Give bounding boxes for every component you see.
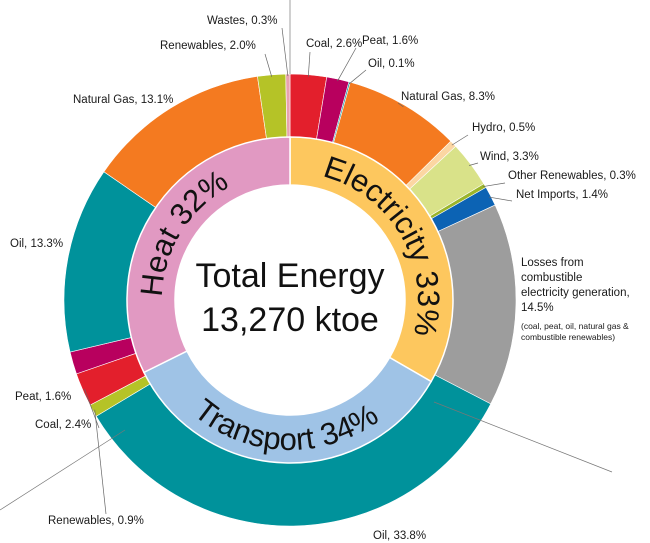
label-heat-coal: Coal, 2.4% bbox=[35, 419, 91, 431]
label-heat-natural-gas: Natural Gas, 13.1% bbox=[73, 94, 173, 106]
label-electricity-losses-from-combustible-electricity-generation: Losses from combustible electricity genera… bbox=[521, 257, 630, 314]
center-title: Total Energy bbox=[196, 257, 385, 295]
label-electricity-hydro: Hydro, 0.5% bbox=[472, 122, 535, 134]
center-value: 13,270 ktoe bbox=[201, 301, 379, 339]
label-heat-renewables: Renewables, 2.0% bbox=[160, 40, 256, 52]
label-electricity-net-imports: Net Imports, 1.4% bbox=[516, 189, 608, 201]
label-heat-peat: Peat, 1.6% bbox=[15, 391, 71, 403]
label-electricity-coal: Coal, 2.6% bbox=[306, 38, 362, 50]
leader-line bbox=[349, 70, 366, 84]
leader-line bbox=[265, 54, 272, 77]
leader-line bbox=[308, 52, 310, 77]
divider-ray bbox=[0, 430, 125, 510]
label-electricity-natural-gas: Natural Gas, 8.3% bbox=[401, 91, 495, 103]
label-transport-oil: Oil, 33.8% bbox=[373, 530, 426, 542]
label-heat-oil: Oil, 13.3% bbox=[10, 238, 63, 250]
leader-line bbox=[452, 135, 468, 145]
losses-note: (coal, peat, oil, natural gas & combustib… bbox=[521, 321, 629, 342]
leader-line bbox=[483, 183, 505, 187]
label-electricity-wind: Wind, 3.3% bbox=[480, 151, 539, 163]
leader-line bbox=[282, 28, 288, 76]
label-transport-renewables: Renewables, 0.9% bbox=[48, 515, 144, 527]
label-heat-wastes: Wastes, 0.3% bbox=[207, 15, 278, 27]
inner-ring bbox=[127, 137, 453, 463]
label-electricity-other-renewables: Other Renewables, 0.3% bbox=[508, 170, 636, 182]
label-electricity-peat: Peat, 1.6% bbox=[362, 35, 418, 47]
label-electricity-oil: Oil, 0.1% bbox=[368, 58, 415, 70]
leader-line bbox=[337, 48, 356, 81]
